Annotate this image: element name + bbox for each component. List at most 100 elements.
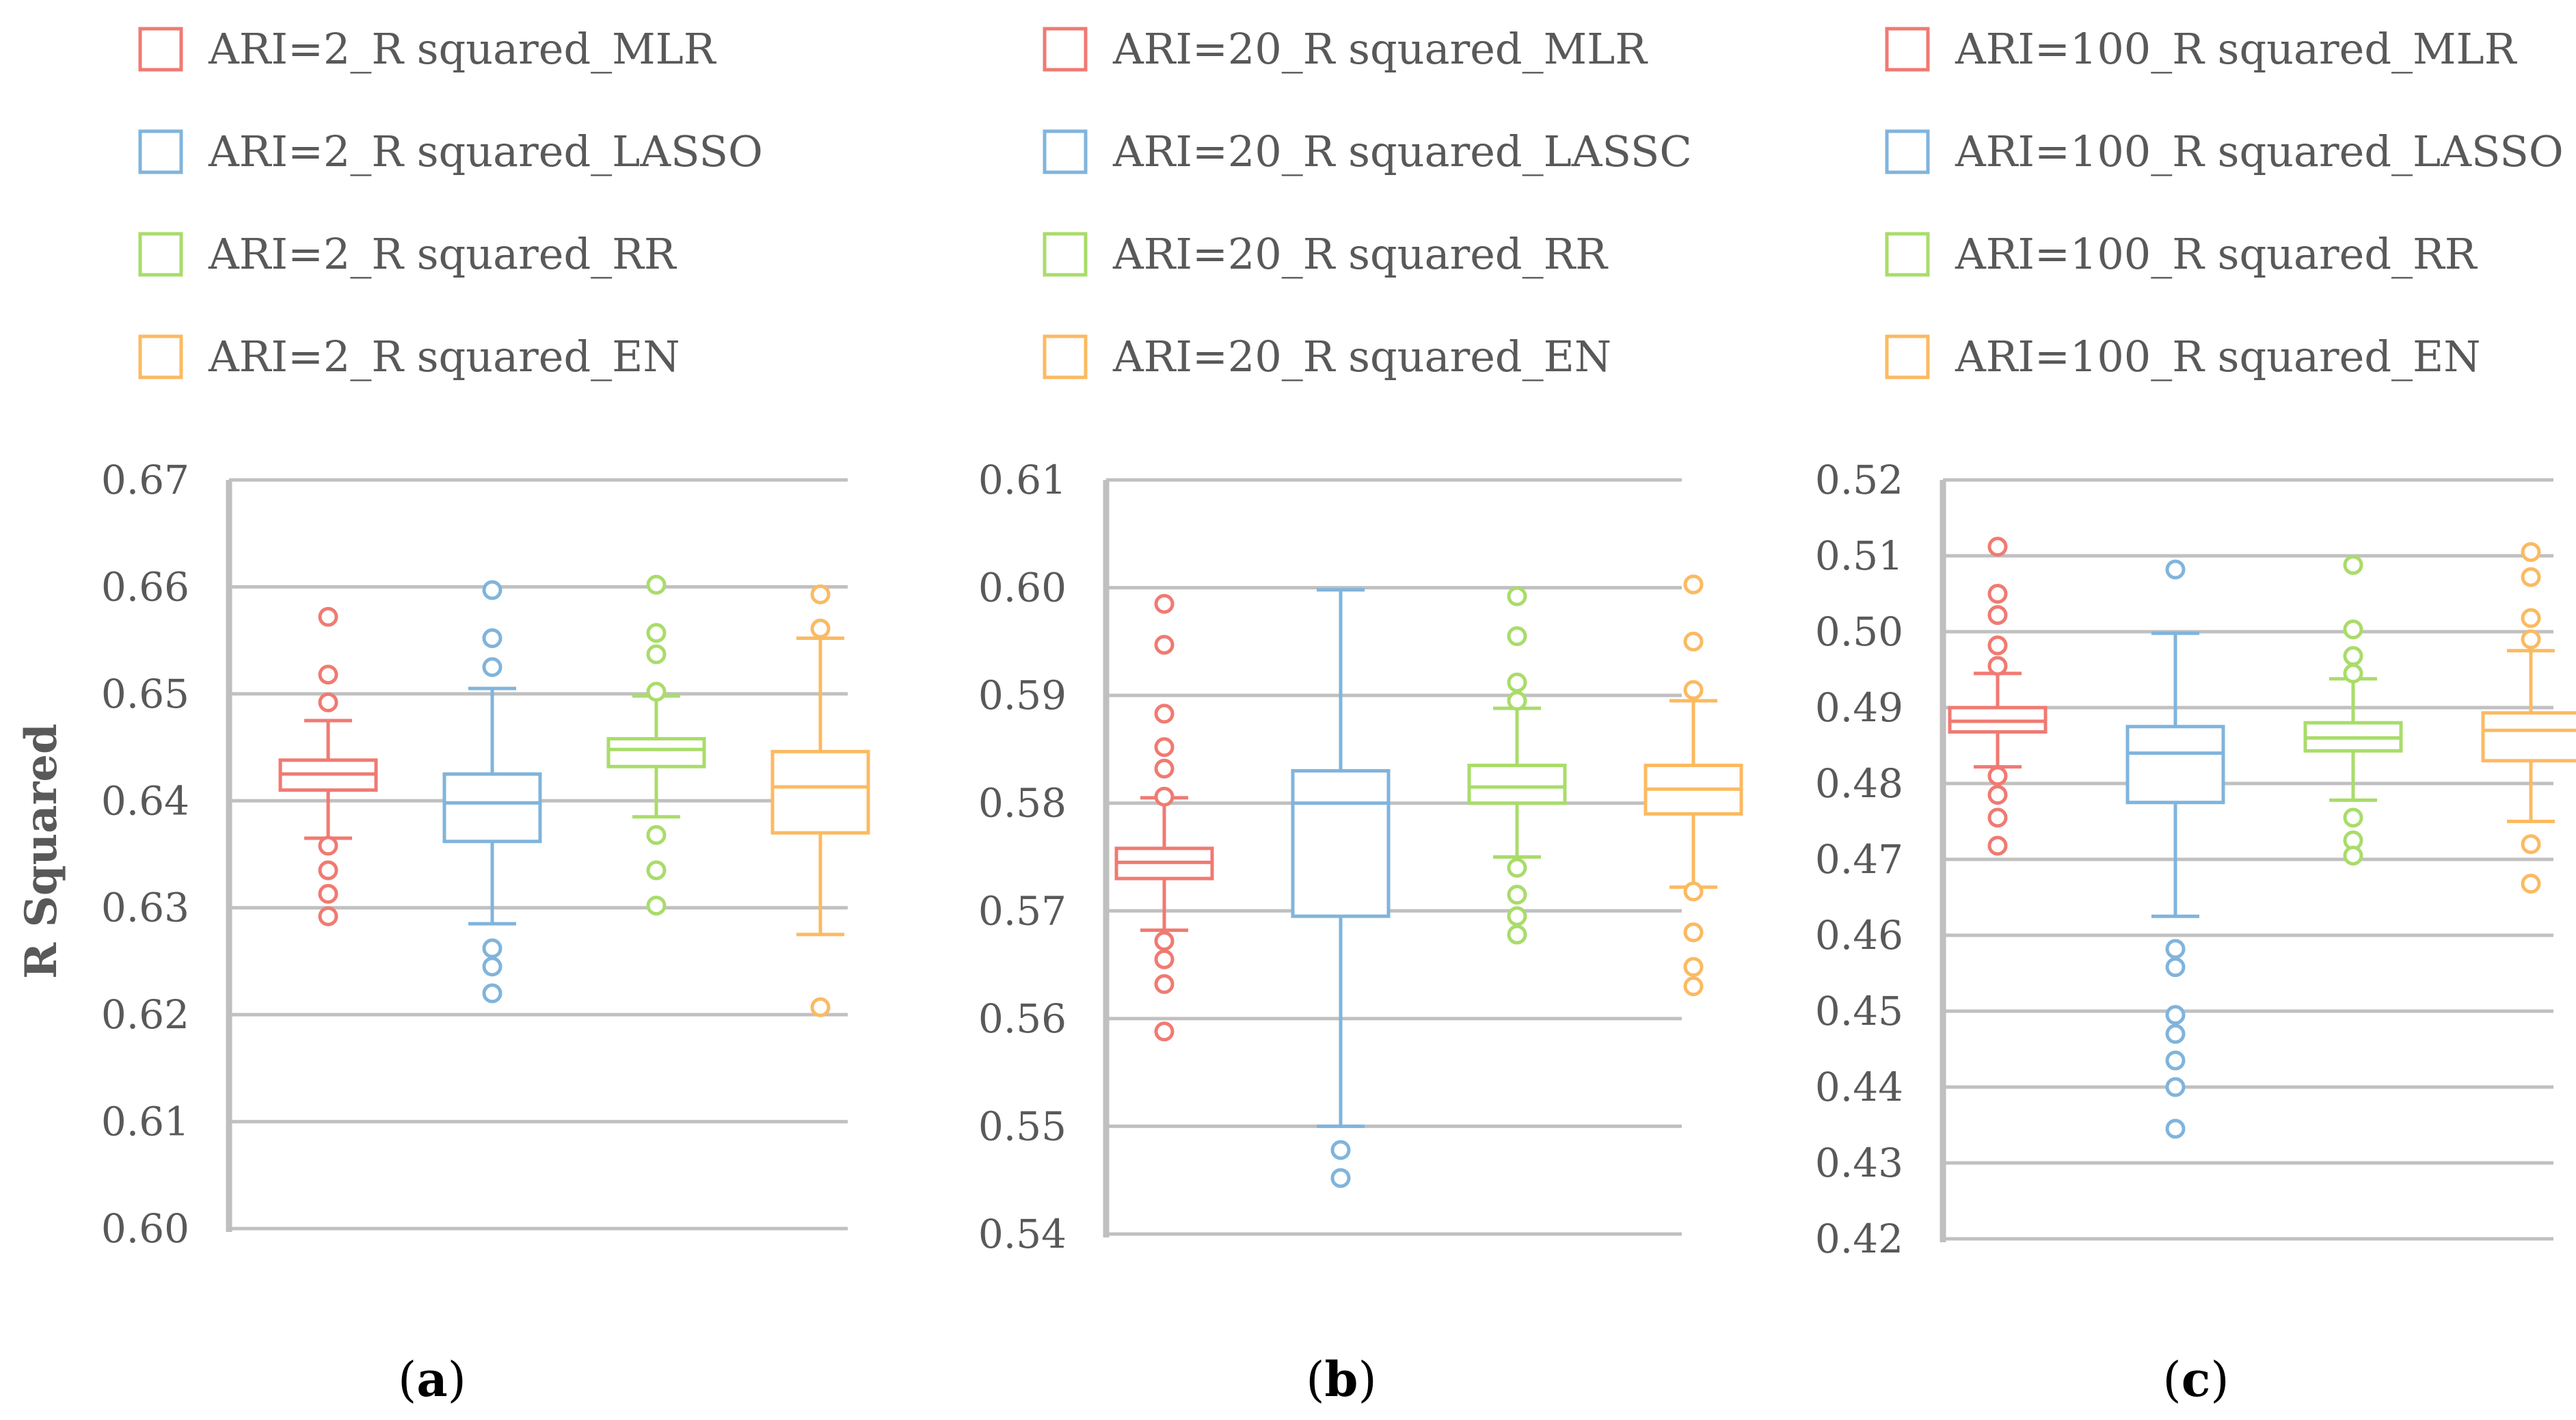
iqr-box	[770, 749, 870, 835]
outlier-point	[1507, 885, 1527, 905]
legend-swatch-rr	[138, 232, 183, 277]
box-rr	[606, 574, 706, 916]
y-tick-label: 0.52	[1815, 457, 1903, 503]
panel-paren: )	[2210, 1352, 2229, 1408]
outlier-point	[646, 860, 667, 881]
outlier-point	[1683, 956, 1704, 977]
panel-paren: )	[448, 1352, 466, 1408]
outlier-point	[1987, 766, 2008, 786]
y-tick-label: 0.62	[101, 991, 189, 1038]
outlier-point	[1987, 584, 2008, 604]
legend-label-en: ARI=20_R squared_EN	[1112, 332, 1611, 381]
outlier-point	[482, 657, 502, 678]
box-mlr	[1114, 593, 1214, 1042]
outlier-point	[1987, 656, 2008, 676]
panel-b: ARI=20_R squared_MLR ARI=20_R squared_LAS…	[978, 24, 1743, 1408]
outlier-point	[1330, 1140, 1351, 1160]
outlier-point	[810, 618, 831, 639]
outlier-point	[1683, 922, 1704, 943]
y-tick-label: 0.61	[978, 457, 1066, 503]
legend-swatch-mlr	[138, 27, 183, 72]
outlier-point	[318, 906, 338, 926]
y-tick-label: 0.45	[1815, 988, 1903, 1034]
outlier-point	[482, 956, 502, 977]
box-rr	[1467, 586, 1567, 945]
outlier-point	[318, 835, 338, 856]
y-tick-label: 0.61	[101, 1099, 189, 1145]
outlier-point	[318, 860, 338, 881]
panel-letter: c	[2182, 1351, 2211, 1408]
panel-letter: a	[416, 1351, 447, 1408]
legend-label-mlr: ARI=100_R squared_MLR	[1955, 24, 2518, 74]
y-tick-label: 0.66	[101, 563, 189, 610]
y-tick-label: 0.51	[1815, 533, 1903, 579]
legend-swatch-en	[138, 334, 183, 379]
y-tick-label: 0.65	[101, 671, 189, 717]
outlier-point	[1683, 574, 1704, 595]
outlier-point	[646, 825, 667, 845]
outlier-point	[482, 938, 502, 959]
panel-label: (c)	[2162, 1351, 2229, 1408]
y-tick-label: 0.54	[978, 1211, 1066, 1257]
iqr-box	[1291, 768, 1391, 918]
box-mlr	[1948, 537, 2048, 856]
outlier-point	[1987, 807, 2008, 828]
panels: ARI=2_R squared_MLR ARI=2_R squared_LASSO…	[101, 24, 2576, 1408]
legend-label-lasso: ARI=2_R squared_LASSO	[208, 126, 763, 176]
outlier-point	[2165, 1077, 2186, 1097]
outlier-point	[1507, 672, 1527, 693]
iqr-box	[442, 772, 542, 844]
outlier-point	[1507, 906, 1527, 926]
panel-c: ARI=100_R squared_MLR ARI=100_R squared_L…	[1815, 24, 2576, 1408]
panel-paren: (	[398, 1352, 416, 1408]
box-en	[770, 584, 870, 1017]
outlier-point	[1154, 949, 1175, 969]
y-tick-label: 0.46	[1815, 912, 1903, 959]
legend-swatch-rr	[1885, 232, 1930, 277]
outlier-point	[1507, 691, 1527, 711]
y-tick-label: 0.67	[101, 457, 189, 503]
legend-swatch-lasso	[1043, 129, 1088, 174]
outlier-point	[1154, 974, 1175, 994]
outlier-point	[318, 665, 338, 685]
outlier-point	[2343, 807, 2363, 828]
outlier-point	[1507, 586, 1527, 606]
outlier-point	[2165, 1005, 2186, 1026]
outlier-point	[2521, 541, 2541, 562]
outlier-point	[1507, 857, 1527, 878]
legend-label-rr: ARI=2_R squared_RR	[208, 229, 677, 279]
legend-label-lasso: ARI=100_R squared_LASSO	[1955, 126, 2564, 176]
legend-label-lasso: ARI=20_R squared_LASSC	[1112, 126, 1692, 176]
box-mlr	[278, 606, 378, 926]
outlier-point	[2343, 845, 2363, 866]
y-tick-label: 0.60	[101, 1205, 189, 1252]
legend-label-en: ARI=2_R squared_EN	[208, 332, 680, 381]
outlier-point	[1987, 605, 2008, 626]
outlier-point	[1507, 626, 1527, 646]
legend-label-mlr: ARI=20_R squared_MLR	[1112, 24, 1648, 74]
outlier-point	[2165, 1023, 2186, 1044]
outlier-point	[2521, 629, 2541, 649]
outlier-point	[646, 623, 667, 643]
outlier-point	[646, 682, 667, 702]
legend-swatch-rr	[1043, 232, 1088, 277]
outlier-point	[2165, 957, 2186, 978]
outlier-point	[1683, 680, 1704, 700]
outlier-point	[646, 896, 667, 916]
y-tick-label: 0.60	[978, 565, 1066, 611]
panel-a: ARI=2_R squared_MLR ARI=2_R squared_LASSO…	[101, 24, 870, 1408]
outlier-point	[2521, 834, 2541, 855]
outlier-point	[2343, 663, 2363, 684]
outlier-point	[318, 606, 338, 627]
outlier-point	[2343, 619, 2363, 640]
outlier-point	[810, 584, 831, 604]
box-lasso	[1291, 588, 1391, 1188]
legend-label-rr: ARI=20_R squared_RR	[1112, 229, 1609, 279]
panel-paren: )	[1358, 1352, 1376, 1408]
y-tick-label: 0.59	[978, 672, 1066, 719]
y-tick-label: 0.42	[1815, 1216, 1903, 1262]
outlier-point	[1683, 631, 1704, 652]
outlier-point	[810, 997, 831, 1017]
outlier-point	[2165, 1050, 2186, 1071]
